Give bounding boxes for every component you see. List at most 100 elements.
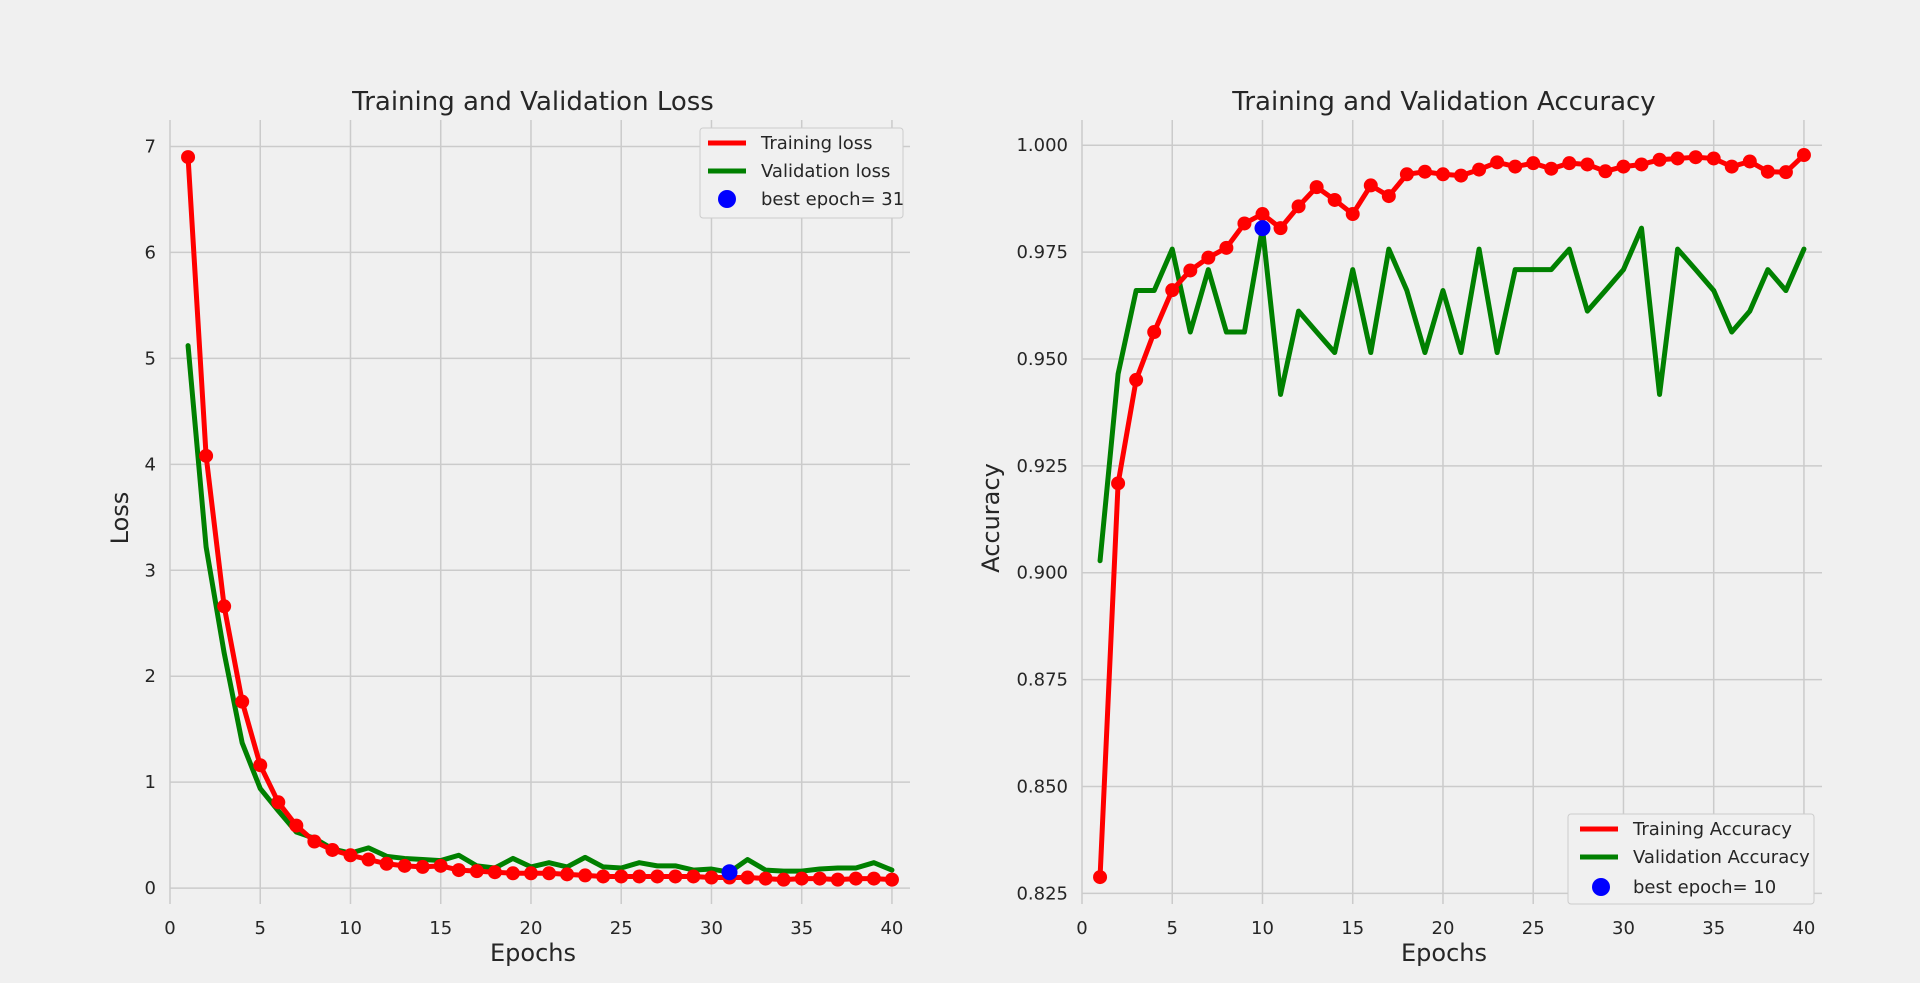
accuracy-training-point [1706, 151, 1721, 166]
accuracy-training-point [1147, 325, 1162, 340]
accuracy-training-point [1111, 476, 1126, 491]
loss-training-point [415, 859, 430, 874]
loss-chart: Training and Validation Loss Epochs Loss… [106, 87, 910, 967]
accuracy-training-point [1490, 155, 1505, 170]
loss-training-point [343, 848, 358, 863]
accuracy-training-point [1291, 199, 1306, 214]
accuracy-training-point [1201, 250, 1216, 265]
accuracy-training-point [1598, 164, 1613, 179]
loss-legend-box [699, 127, 904, 219]
accuracy-ytick-label: 0.975 [1016, 242, 1068, 263]
loss-ytick-label: 6 [145, 242, 156, 263]
accuracy-training-point [1562, 156, 1577, 171]
loss-legend-validation-label: Validation loss [761, 161, 890, 182]
loss-training-point [487, 865, 502, 880]
accuracy-training-point [1634, 157, 1649, 172]
accuracy-training-point [1255, 207, 1270, 222]
loss-xtick-label: 15 [429, 918, 452, 939]
loss-training-point [776, 872, 791, 887]
loss-training-point [614, 869, 629, 884]
accuracy-ytick-label: 0.925 [1016, 456, 1068, 477]
loss-training-point [758, 871, 773, 886]
accuracy-validation-line [1097, 225, 1807, 564]
loss-ytick-label: 1 [145, 772, 156, 793]
accuracy-training-point [1454, 168, 1469, 183]
accuracy-training-point [1183, 263, 1198, 278]
loss-training-point [199, 448, 214, 463]
accuracy-training-point [1652, 152, 1667, 167]
loss-training-point [884, 872, 899, 887]
loss-best-epoch-point [721, 864, 738, 881]
loss-training-point [686, 869, 701, 884]
loss-training-point [866, 871, 881, 886]
loss-xtick-label: 5 [255, 918, 266, 939]
loss-xtick-label: 30 [700, 918, 723, 939]
loss-training-line [185, 154, 895, 883]
loss-legend-best-marker [718, 190, 736, 208]
accuracy-training-point [1724, 159, 1739, 174]
accuracy-xtick-label: 0 [1076, 918, 1087, 939]
accuracy-xtick-label: 35 [1702, 918, 1725, 939]
loss-training-point [271, 795, 286, 810]
accuracy-training-point [1381, 189, 1396, 204]
loss-plot-area: 0 5 10 15 20 25 30 35 40 0 1 2 3 4 5 6 7 [145, 120, 910, 939]
loss-training-point [794, 871, 809, 886]
accuracy-xtick-label: 25 [1522, 918, 1545, 939]
accuracy-xtick-label: 20 [1432, 918, 1455, 939]
accuracy-training-point [1760, 164, 1775, 179]
accuracy-training-point [1237, 216, 1252, 231]
loss-legend-best-label: best epoch= 31 [761, 189, 904, 210]
accuracy-xtick-label: 15 [1341, 918, 1364, 939]
loss-ytick-label: 5 [145, 348, 156, 369]
accuracy-ytick-label: 0.825 [1016, 883, 1068, 904]
loss-training-point [181, 150, 196, 165]
accuracy-ytick-label: 0.850 [1016, 776, 1068, 797]
accuracy-legend: Training Accuracy Validation Accuracy be… [1567, 813, 1815, 905]
loss-chart-xlabel: Epochs [490, 939, 576, 967]
accuracy-training-point [1688, 150, 1703, 165]
loss-xtick-label: 20 [520, 918, 543, 939]
accuracy-legend-validation-label: Validation Accuracy [1633, 847, 1810, 868]
accuracy-training-point [1417, 164, 1432, 179]
accuracy-training-point [1327, 192, 1342, 207]
accuracy-training-point [1399, 167, 1414, 182]
loss-xtick-label: 25 [610, 918, 633, 939]
accuracy-ytick-label: 0.875 [1016, 670, 1068, 691]
loss-training-point [469, 864, 484, 879]
accuracy-chart-title: Training and Validation Accuracy [1231, 87, 1655, 117]
accuracy-ytick-label: 0.950 [1016, 349, 1068, 370]
accuracy-chart-ylabel: Accuracy [977, 463, 1005, 573]
loss-training-point [217, 599, 232, 614]
accuracy-training-point [1508, 159, 1523, 174]
loss-training-point [542, 866, 557, 881]
loss-training-point [379, 856, 394, 871]
loss-training-point [235, 694, 250, 709]
loss-training-point [289, 818, 304, 833]
loss-legend-training-label: Training loss [760, 133, 873, 154]
loss-training-point [650, 869, 665, 884]
accuracy-xtick-label: 10 [1251, 918, 1274, 939]
accuracy-training-point [1165, 283, 1180, 298]
accuracy-legend-best-label: best epoch= 10 [1633, 877, 1776, 898]
accuracy-xtick-label: 40 [1792, 918, 1815, 939]
loss-training-point [578, 868, 593, 883]
accuracy-xtick-label: 5 [1167, 918, 1178, 939]
accuracy-legend-box [1567, 813, 1815, 905]
loss-ytick-label: 2 [145, 666, 156, 687]
accuracy-training-point [1580, 157, 1595, 172]
accuracy-training-point [1742, 154, 1757, 169]
loss-training-point [596, 869, 611, 884]
accuracy-training-point [1544, 161, 1559, 176]
accuracy-chart-xlabel: Epochs [1401, 939, 1487, 967]
accuracy-training-point [1093, 870, 1108, 885]
accuracy-training-point [1309, 180, 1324, 195]
accuracy-training-point [1435, 167, 1450, 182]
accuracy-training-point [1616, 159, 1631, 174]
accuracy-best-epoch-point [1254, 220, 1271, 237]
loss-ytick-label: 0 [145, 878, 156, 899]
loss-xtick-label: 0 [164, 918, 175, 939]
accuracy-training-point [1129, 372, 1144, 387]
loss-training-point [668, 869, 683, 884]
loss-ytick-label: 4 [145, 454, 156, 475]
